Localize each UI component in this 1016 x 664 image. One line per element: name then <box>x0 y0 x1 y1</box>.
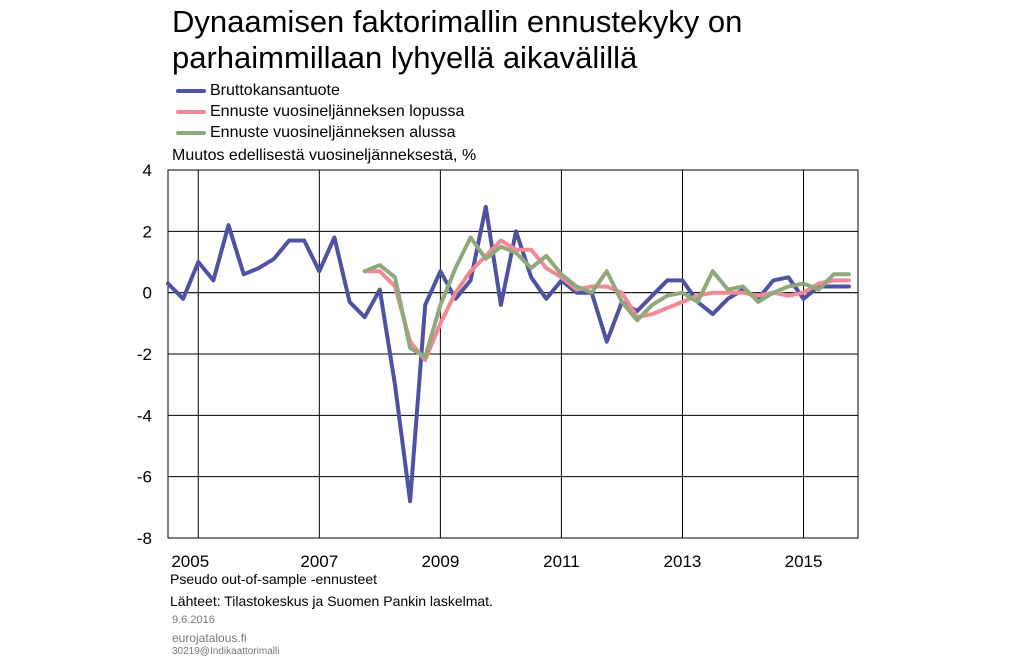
y-tick-label: -4 <box>137 406 152 425</box>
legend-item-forecast-end: Ennuste vuosineljänneksen lopussa <box>176 101 464 122</box>
legend-swatch-forecast-start <box>176 130 206 135</box>
legend-swatch-forecast-end <box>176 109 206 114</box>
chart-title-line-2: parhaimmillaan lyhyellä aikavälillä <box>172 40 638 75</box>
legend-label-bkt: Bruttokansantuote <box>210 81 340 99</box>
y-axis-label: Muutos edellisestä vuosineljänneksestä, … <box>172 147 477 164</box>
chart-legend: Bruttokansantuote Ennuste vuosineljännek… <box>176 80 464 143</box>
y-tick-label: -2 <box>137 345 152 364</box>
footnote: Pseudo out-of-sample -ennusteet <box>170 571 378 587</box>
y-tick-label: 4 <box>143 161 152 180</box>
legend-label-forecast-end: Ennuste vuosineljänneksen lopussa <box>210 102 465 120</box>
legend-label-forecast-start: Ennuste vuosineljänneksen alussa <box>210 123 456 141</box>
x-tick-label: 2011 <box>543 552 580 571</box>
x-tick-label: 2009 <box>421 552 459 571</box>
series-line-2 <box>362 235 851 360</box>
chart-code: 30219@Indikaattorimalli <box>172 646 280 657</box>
y-tick-label: 2 <box>143 222 152 241</box>
x-tick-label: 2013 <box>664 552 702 571</box>
x-tick-label: 2015 <box>785 552 823 571</box>
source-note: Lähteet: Tilastokeskus ja Suomen Pankin … <box>170 593 493 609</box>
x-tick-label: 2005 <box>171 552 209 571</box>
y-tick-label: -8 <box>137 529 152 548</box>
x-tick-label: 2007 <box>300 552 338 571</box>
legend-swatch-bkt <box>176 88 206 93</box>
legend-item-bkt: Bruttokansantuote <box>176 80 464 101</box>
legend-item-forecast-start: Ennuste vuosineljänneksen alussa <box>176 122 464 143</box>
y-tick-label: -6 <box>137 468 152 487</box>
chart-title-line-1: Dynaamisen faktorimallin ennustekyky on <box>172 4 743 39</box>
y-tick-label: 0 <box>143 284 152 303</box>
site-name: eurojatalous.fi <box>172 631 247 645</box>
publish-date: 9.6.2016 <box>172 614 215 626</box>
chart-title: Dynaamisen faktorimallin ennustekyky on … <box>172 4 742 76</box>
